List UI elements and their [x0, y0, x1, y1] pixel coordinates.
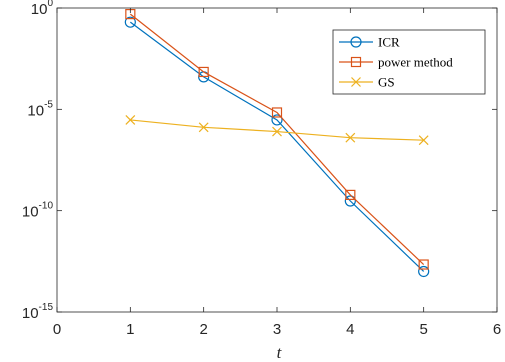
point-icr-4	[344, 195, 356, 207]
legend-label-gs: GS	[378, 75, 395, 90]
point-gs-5-stroke-b	[418, 135, 429, 146]
y-tick-label-0: 10-15	[22, 302, 54, 322]
point-gs-4-stroke-b	[345, 132, 356, 143]
point-gs-2-stroke-b	[198, 122, 209, 133]
x-tick-label-3: 3	[273, 321, 281, 338]
tick-labels: 0 1 2 3 4 5 6 10-15 10-10 10-5 100	[22, 0, 501, 338]
y-tick-label-1: 10-10	[22, 201, 54, 221]
point-gs-5	[418, 135, 429, 146]
x-axis-label: t	[277, 343, 283, 362]
point-icr-5	[418, 265, 430, 278]
axes	[56, 7, 498, 313]
series-line-icr	[129, 21, 425, 272]
y-tick-label-2: 10-5	[27, 99, 53, 119]
legend-label-power-method: power method	[378, 55, 453, 70]
point-power-method-5	[418, 259, 429, 270]
point-gs-1	[125, 115, 136, 125]
point-gs-2	[198, 122, 209, 133]
point-gs-3-stroke-b	[272, 126, 282, 137]
legend: ICR power method GS	[332, 29, 486, 95]
point-icr-1	[124, 16, 136, 28]
point-gs-3	[272, 126, 282, 137]
point-icr-3	[271, 114, 283, 126]
point-gs-4	[345, 132, 356, 143]
x-tick-label-6: 6	[493, 321, 501, 338]
x-tick-label-4: 4	[346, 321, 354, 338]
x-tick-label-2: 2	[199, 321, 207, 338]
x-tick-label-0: 0	[53, 321, 61, 338]
x-tick-label-1: 1	[126, 321, 134, 338]
legend-label-icr: ICR	[378, 35, 400, 50]
point-power-method-2	[198, 66, 209, 78]
x-tick-label-5: 5	[419, 321, 427, 338]
legend-marker-icr	[350, 36, 362, 48]
legend-marker-gs-stroke-b	[351, 77, 361, 87]
series-line-power-method	[129, 13, 425, 265]
point-power-method-3	[271, 107, 283, 118]
point-gs-1-stroke-b	[125, 115, 136, 125]
legend-marker-power-method	[350, 56, 362, 68]
y-tick-label-3: 100	[31, 0, 54, 18]
point-power-method-4	[345, 189, 356, 200]
legend-marker-gs	[351, 77, 361, 87]
series-gs	[125, 115, 429, 146]
